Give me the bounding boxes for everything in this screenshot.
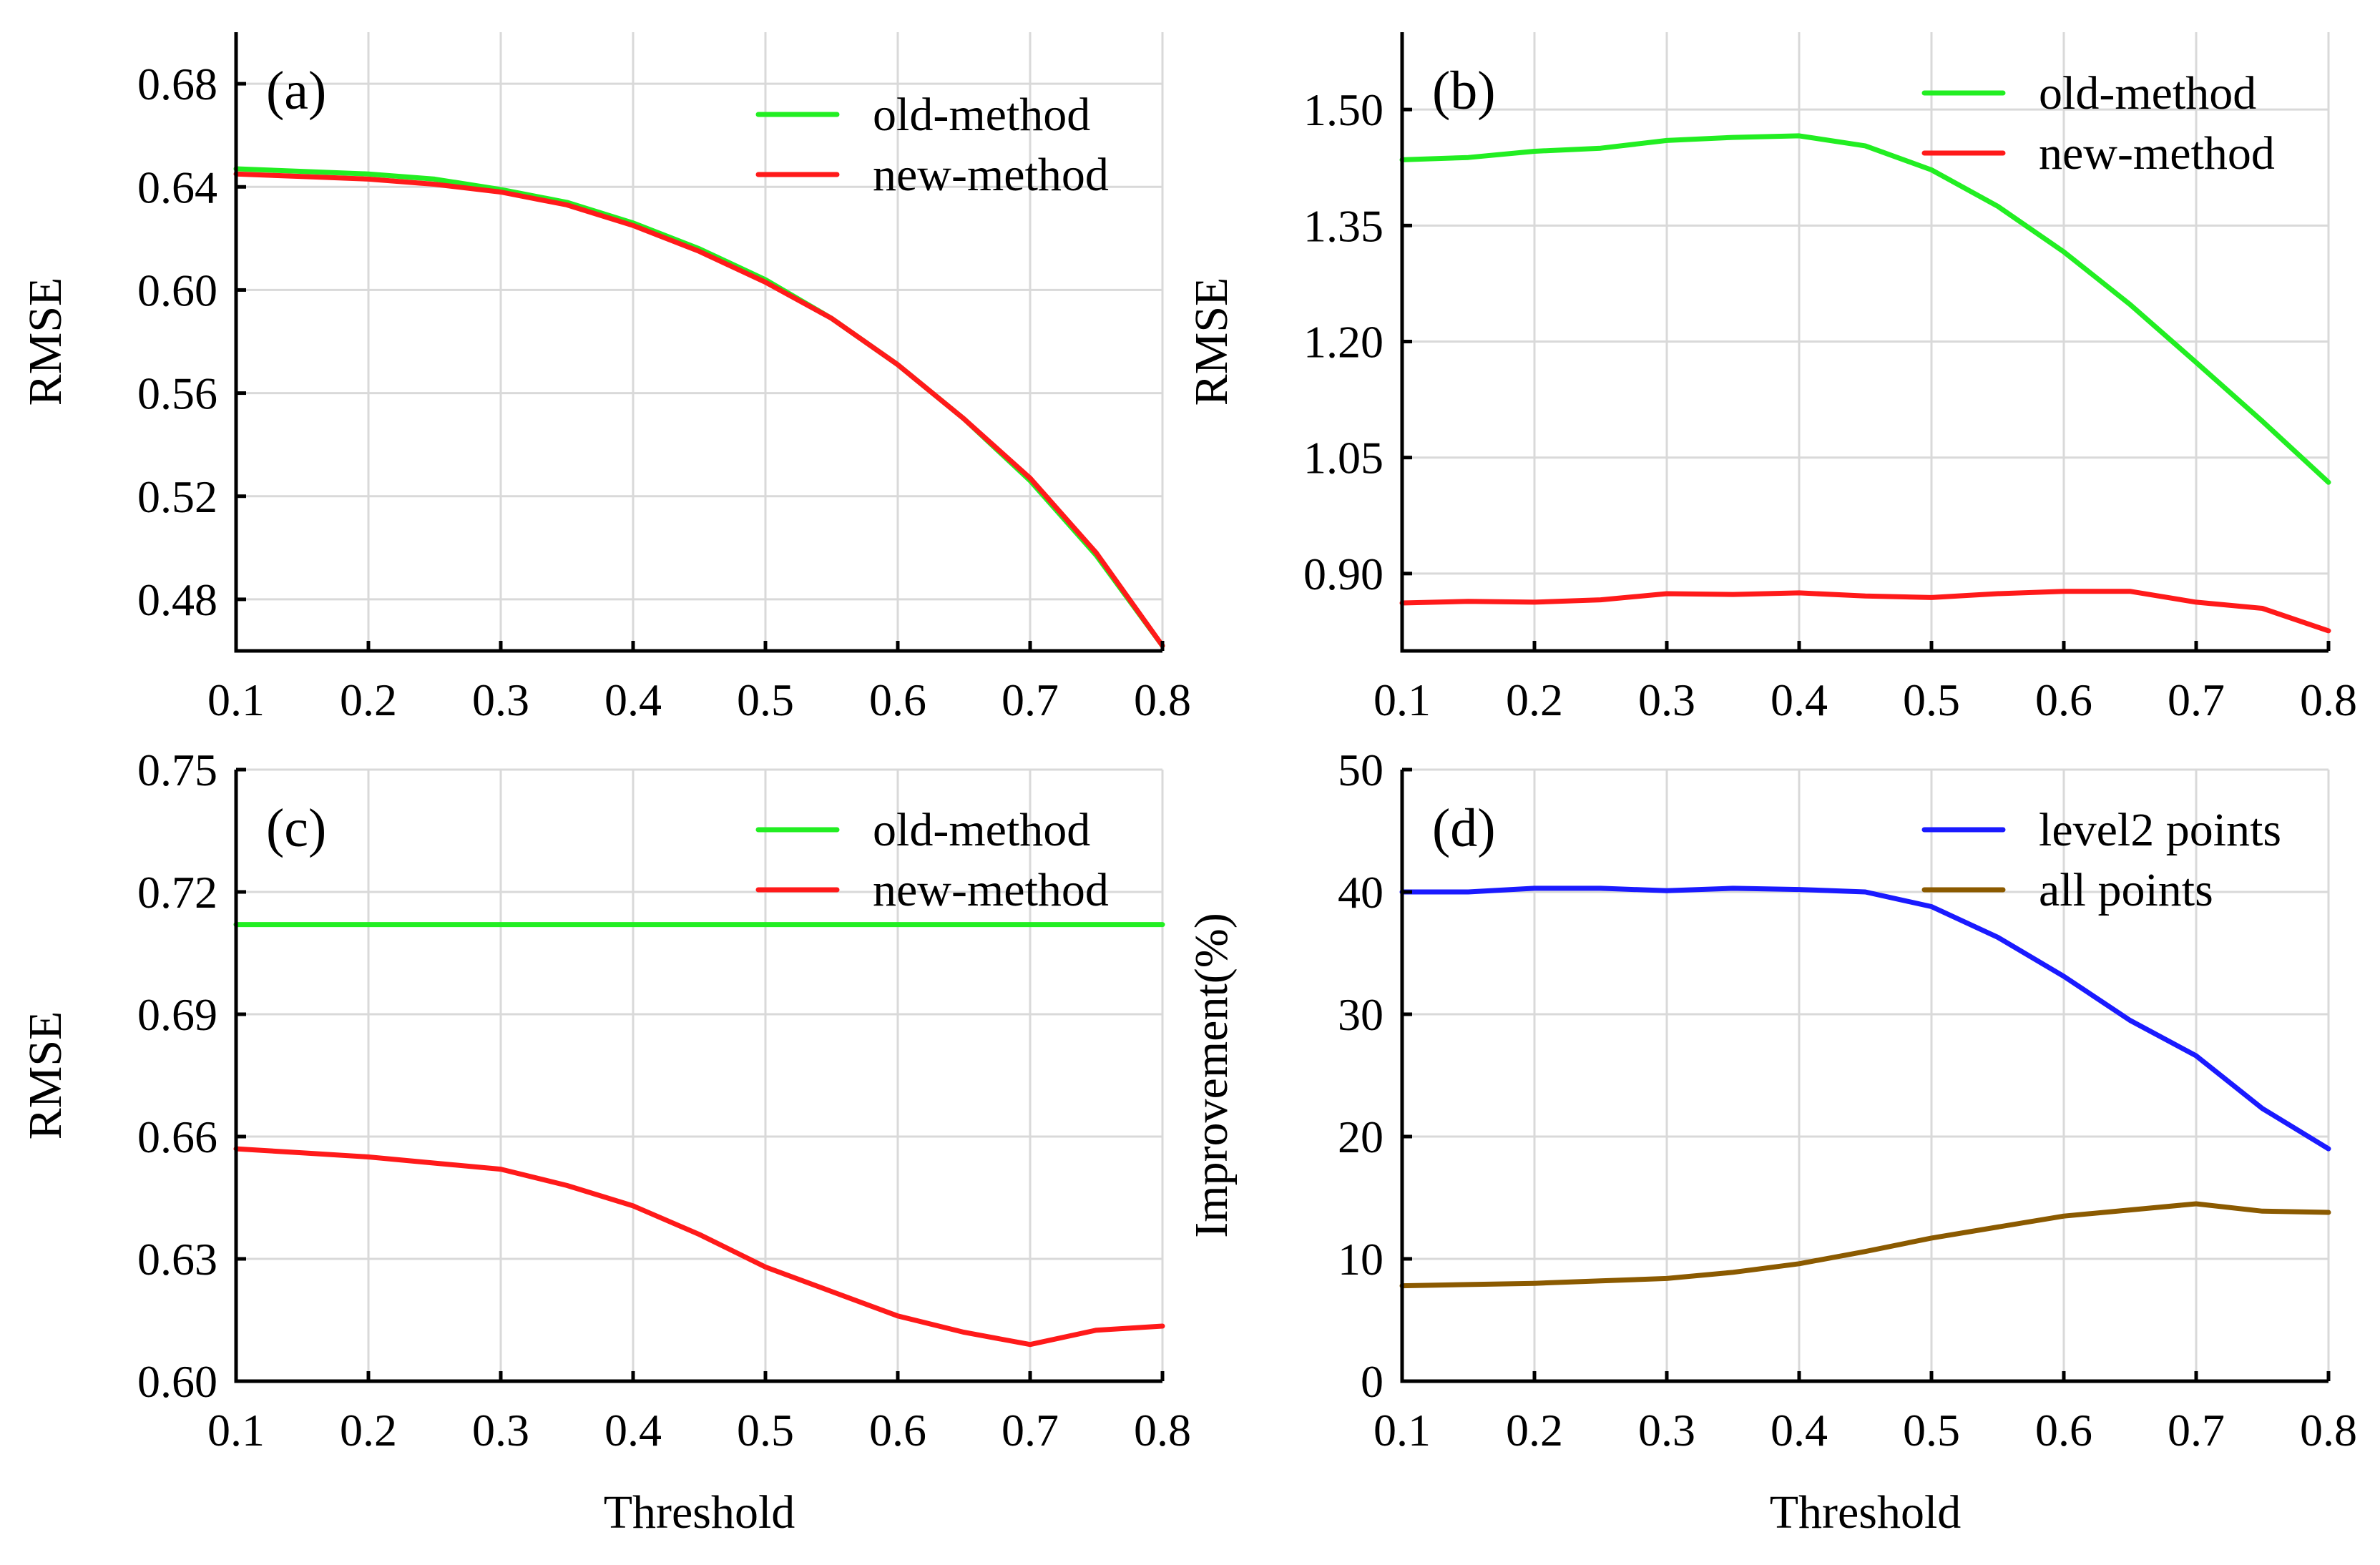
panel-d-series-level2-points	[1399, 885, 2331, 1152]
panel-d-ytick-label-2: 20	[1338, 1112, 1384, 1162]
panel-c-xtick-label-7: 0.8	[1134, 1405, 1191, 1456]
panel-c-xtick-label-0: 0.1	[207, 1405, 265, 1456]
panel-a-legend-label-new-method: new-method	[873, 149, 1109, 201]
panel-a-xtick-label-0: 0.1	[207, 674, 265, 725]
panel-d-legend-label-level2-points: level2 points	[2039, 804, 2281, 856]
panel-c-ytick-label-5: 0.75	[137, 745, 217, 795]
panel-c-ytick-label-4: 0.72	[137, 867, 217, 918]
panel-d-xtick-label-1: 0.2	[1506, 1405, 1563, 1456]
panel-c-ytick-label-3: 0.69	[137, 989, 217, 1040]
panel-c-ytick-label-2: 0.66	[137, 1112, 217, 1162]
panel-a-xtick-label-5: 0.6	[869, 674, 926, 725]
panel-d-ytick-label-1: 10	[1338, 1234, 1384, 1285]
panel-d-ylabel: Improvement(%)	[1185, 913, 1238, 1238]
panel-b-xtick-label-7: 0.8	[2300, 674, 2357, 725]
panel-a-ytick-label-3: 0.60	[137, 265, 217, 315]
panel-a-chart: 0.1 0.2 0.3 0.4 0.5 0.6 0.7 0.8 0.48 0.52 0.56 0.60…	[19, 32, 1191, 725]
panel-a-ytick-label-4: 0.64	[137, 162, 217, 212]
panel-c-label: (c)	[266, 798, 326, 858]
panel-a-label: (a)	[266, 61, 326, 121]
panel-d-xtick-label-7: 0.8	[2300, 1405, 2357, 1456]
panel-b-xtick-label-3: 0.4	[1771, 674, 1828, 725]
panel-c-ytick-label-1: 0.63	[137, 1234, 217, 1285]
panel-d-ytick-label-3: 30	[1338, 989, 1384, 1040]
panel-a-xtick-label-6: 0.7	[1002, 674, 1059, 725]
panel-a-xtick-label-7: 0.8	[1134, 674, 1191, 725]
panel-c-ylabel: RMSE	[19, 1011, 72, 1140]
panel-d-xtick-label-2: 0.3	[1638, 1405, 1695, 1456]
panel-b-xtick-label-6: 0.7	[2168, 674, 2225, 725]
panel-c-series-new-method	[233, 1146, 1165, 1348]
panel-b-legend-label-old-method: old-method	[2039, 67, 2256, 119]
panel-a-xtick-label-4: 0.5	[737, 674, 794, 725]
panel-b-series-new-method	[1399, 589, 2331, 634]
panel-b-xtick-label-5: 0.6	[2035, 674, 2092, 725]
panel-c-xtick-label-6: 0.7	[1002, 1405, 1059, 1456]
panel-a-xtick-label-3: 0.4	[604, 674, 662, 725]
panel-d-xtick-label-0: 0.1	[1373, 1405, 1431, 1456]
panel-a-ylabel: RMSE	[19, 278, 72, 406]
panel-b-ytick-label-1: 1.05	[1303, 433, 1384, 484]
panel-a-legend-label-old-method: old-method	[873, 89, 1090, 141]
panel-b-ytick-label-4: 1.50	[1303, 84, 1384, 135]
panel-d-ytick-label-5: 50	[1338, 745, 1384, 795]
panel-d-xtick-label-5: 0.6	[2035, 1405, 2092, 1456]
panel-d-xlabel: Threshold	[1770, 1486, 1962, 1539]
panel-c-xtick-label-5: 0.6	[869, 1405, 926, 1456]
panel-b-xtick-label-2: 0.3	[1638, 674, 1695, 725]
panel-b-legend-label-new-method: new-method	[2039, 127, 2275, 180]
panel-d-xtick-label-6: 0.7	[2168, 1405, 2225, 1456]
panel-a-ytick-label-1: 0.52	[137, 471, 217, 522]
panel-b-series-old-method	[1399, 133, 2331, 485]
panel-d-xtick-label-4: 0.5	[1903, 1405, 1960, 1456]
panel-a-ytick-label-5: 0.68	[137, 59, 217, 109]
panel-c-xtick-label-3: 0.4	[604, 1405, 662, 1456]
panel-d-ytick-label-0: 0	[1361, 1356, 1384, 1407]
panel-b-chart: 0.1 0.2 0.3 0.4 0.5 0.6 0.7 0.8 0.90 1.05 1.20 1.35…	[1185, 32, 2357, 725]
panel-c-xtick-label-4: 0.5	[737, 1405, 794, 1456]
panel-b-label: (b)	[1432, 61, 1496, 121]
panel-d-label: (d)	[1432, 798, 1496, 858]
panel-b-ylabel: RMSE	[1185, 278, 1238, 406]
panel-c-legend-label-old-method: old-method	[873, 804, 1090, 856]
panel-c-legend-label-new-method: new-method	[873, 864, 1109, 916]
panel-b-ytick-label-0: 0.90	[1303, 549, 1384, 599]
panel-d-chart: 0.1 0.2 0.3 0.4 0.5 0.6 0.7 0.8 0 10 20 30 40 50 Impro…	[1185, 745, 2357, 1539]
panel-d-ytick-label-4: 40	[1338, 867, 1384, 918]
panel-c-xlabel: Threshold	[604, 1486, 795, 1539]
panel-c-xtick-label-2: 0.3	[472, 1405, 529, 1456]
panel-b-ytick-label-2: 1.20	[1303, 317, 1384, 368]
panel-c-xtick-label-1: 0.2	[340, 1405, 397, 1456]
panel-d-xtick-label-3: 0.4	[1771, 1405, 1828, 1456]
panel-b-xtick-label-4: 0.5	[1903, 674, 1960, 725]
panel-c-ytick-label-0: 0.60	[137, 1356, 217, 1407]
panel-d-legend-label-all-points: all points	[2039, 864, 2213, 916]
panel-a-ytick-label-2: 0.56	[137, 368, 217, 419]
panel-a-xtick-label-1: 0.2	[340, 674, 397, 725]
panel-d-series-all-points	[1399, 1201, 2331, 1289]
panel-c-chart: 0.1 0.2 0.3 0.4 0.5 0.6 0.7 0.8 0.60 0.63 0.66 0.69…	[19, 745, 1191, 1539]
panel-a-xtick-label-2: 0.3	[472, 674, 529, 725]
panel-b-ytick-label-3: 1.35	[1303, 200, 1384, 251]
panel-b-xtick-label-0: 0.1	[1373, 674, 1431, 725]
panel-a-ytick-label-0: 0.48	[137, 574, 217, 625]
panel-b-xtick-label-1: 0.2	[1506, 674, 1563, 725]
panel-a-series-new-method	[233, 171, 1165, 649]
